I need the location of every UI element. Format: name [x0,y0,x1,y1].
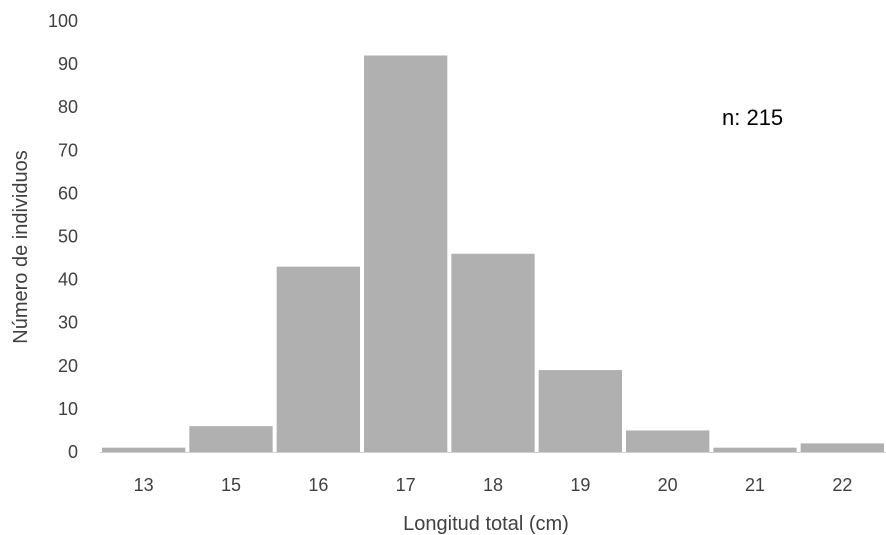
y-axis-title: Número de individuos [10,150,32,343]
y-tick-labels: 0 10 20 30 40 50 60 70 80 90 100 [48,11,78,462]
x-tick-labels: 13 15 16 17 18 19 20 21 22 [134,475,853,495]
bar-15 [189,426,273,452]
bar-21 [713,447,797,452]
x-tick-label: 21 [745,475,765,495]
y-tick-label: 0 [68,442,78,462]
y-tick-label: 50 [58,227,78,247]
x-tick-label: 22 [832,475,852,495]
y-tick-label: 30 [58,313,78,333]
bar-22 [800,443,884,452]
x-tick-label: 19 [570,475,590,495]
y-tick-label: 20 [58,356,78,376]
x-tick-label: 17 [396,475,416,495]
sample-size-annotation: n: 215 [722,105,783,130]
bar-16 [276,266,360,452]
y-tick-label: 80 [58,97,78,117]
y-tick-label: 10 [58,399,78,419]
bar-20 [626,430,710,452]
x-axis-title: Longitud total (cm) [403,513,569,535]
x-tick-label: 13 [134,475,154,495]
y-tick-label: 60 [58,183,78,203]
y-tick-label: 40 [58,270,78,290]
bars-layer [102,55,884,452]
y-tick-label: 100 [48,11,78,31]
x-tick-label: 20 [658,475,678,495]
x-tick-label: 16 [308,475,328,495]
bar-18 [451,253,535,452]
y-tick-label: 70 [58,140,78,160]
x-tick-label: 15 [221,475,241,495]
y-tick-label: 90 [58,54,78,74]
x-tick-label: 18 [483,475,503,495]
bar-13 [102,447,186,452]
bar-19 [538,370,622,452]
bar-17 [364,55,448,452]
